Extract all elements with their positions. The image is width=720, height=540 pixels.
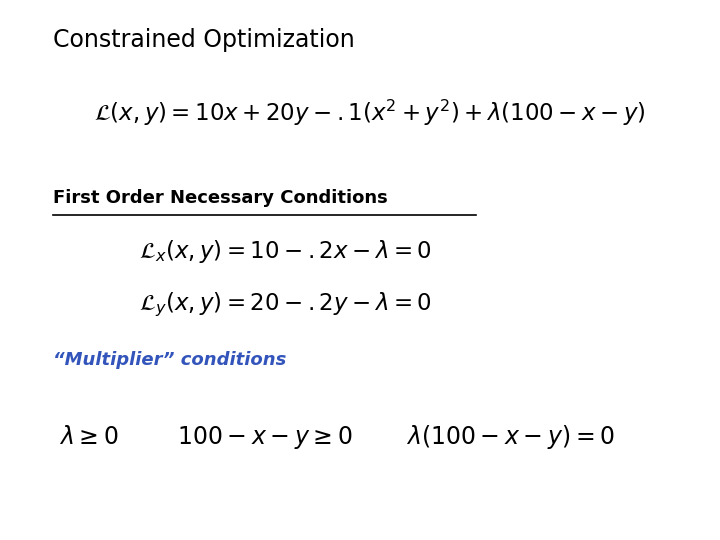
Text: $\lambda(100 - x - y) = 0$: $\lambda(100 - x - y) = 0$	[406, 423, 616, 451]
Text: $\mathcal{L}(x, y) = 10x + 20y - .1(x^2 + y^2) + \lambda(100 - x - y)$: $\mathcal{L}(x, y) = 10x + 20y - .1(x^2 …	[94, 98, 646, 129]
Text: Constrained Optimization: Constrained Optimization	[53, 28, 355, 52]
Text: First Order Necessary Conditions: First Order Necessary Conditions	[53, 189, 388, 207]
Text: $\mathcal{L}_y(x, y) = 20 - .2y - \lambda = 0$: $\mathcal{L}_y(x, y) = 20 - .2y - \lambd…	[140, 291, 432, 319]
Text: “Multiplier” conditions: “Multiplier” conditions	[53, 352, 287, 369]
Text: $\lambda \geq 0$: $\lambda \geq 0$	[59, 426, 118, 449]
Text: $100 - x - y \geq 0$: $100 - x - y \geq 0$	[177, 424, 352, 451]
Text: $\mathcal{L}_x(x, y) = 10 - .2x - \lambda = 0$: $\mathcal{L}_x(x, y) = 10 - .2x - \lambd…	[140, 238, 432, 265]
